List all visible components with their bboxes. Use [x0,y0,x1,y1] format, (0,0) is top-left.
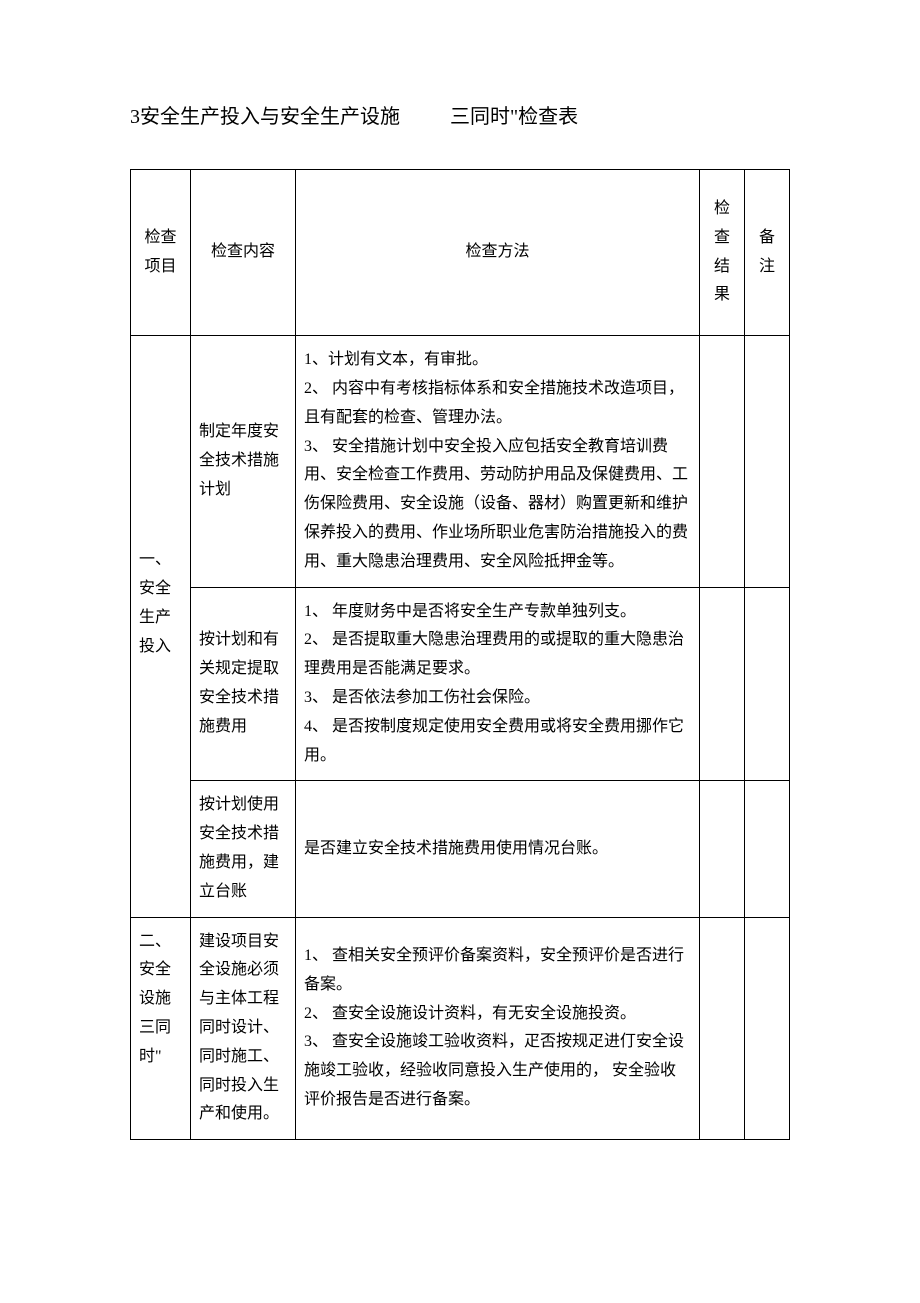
title-part-2: 三同时"检查表 [450,100,578,129]
row-content: 建设项目安全设施必须与主体工程同时设计、同时施工、同时投入生产和使用。 [191,917,296,1140]
row-result [700,781,745,917]
header-method: 检查方法 [296,170,700,336]
table-row: 二、安全设施三同时" 建设项目安全设施必须与主体工程同时设计、同时施工、同时投入… [131,917,790,1140]
header-remark: 备注 [745,170,790,336]
row-remark [745,917,790,1140]
row-result [700,587,745,781]
row-method: 1、 查相关安全预评价备案资料，安全预评价是否进行备案。2、 查安全设施设计资料… [296,917,700,1140]
section-2-item: 二、安全设施三同时" [131,917,191,1140]
row-remark [745,587,790,781]
row-method: 1、 年度财务中是否将安全生产专款单独列支。2、 是否提取重大隐患治理费用的或提… [296,587,700,781]
header-result: 检 查结 果 [700,170,745,336]
row-content: 制定年度安全技术措施计划 [191,336,296,587]
title-part-1: 3安全生产投入与安全生产设施 [130,100,400,129]
inspection-table: 检查项目 检查内容 检查方法 检 查结 果 备注 一、安全生产投入 制定年度安全… [130,169,790,1140]
header-content: 检查内容 [191,170,296,336]
table-row: 按计划和有关规定提取安全技术措施费用 1、 年度财务中是否将安全生产专款单独列支… [131,587,790,781]
table-header-row: 检查项目 检查内容 检查方法 检 查结 果 备注 [131,170,790,336]
header-item: 检查项目 [131,170,191,336]
row-result [700,917,745,1140]
row-remark [745,336,790,587]
row-remark [745,781,790,917]
row-method: 1、计划有文本，有审批。2、 内容中有考核指标体系和安全措施技术改造项目，且有配… [296,336,700,587]
section-1-item: 一、安全生产投入 [131,336,191,917]
table-row: 一、安全生产投入 制定年度安全技术措施计划 1、计划有文本，有审批。2、 内容中… [131,336,790,587]
table-row: 按计划使用安全技术措施费用，建立台账 是否建立安全技术措施费用使用情况台账。 [131,781,790,917]
row-content: 按计划和有关规定提取安全技术措施费用 [191,587,296,781]
row-content: 按计划使用安全技术措施费用，建立台账 [191,781,296,917]
row-method: 是否建立安全技术措施费用使用情况台账。 [296,781,700,917]
row-result [700,336,745,587]
page-title: 3安全生产投入与安全生产设施 三同时"检查表 [130,100,790,129]
